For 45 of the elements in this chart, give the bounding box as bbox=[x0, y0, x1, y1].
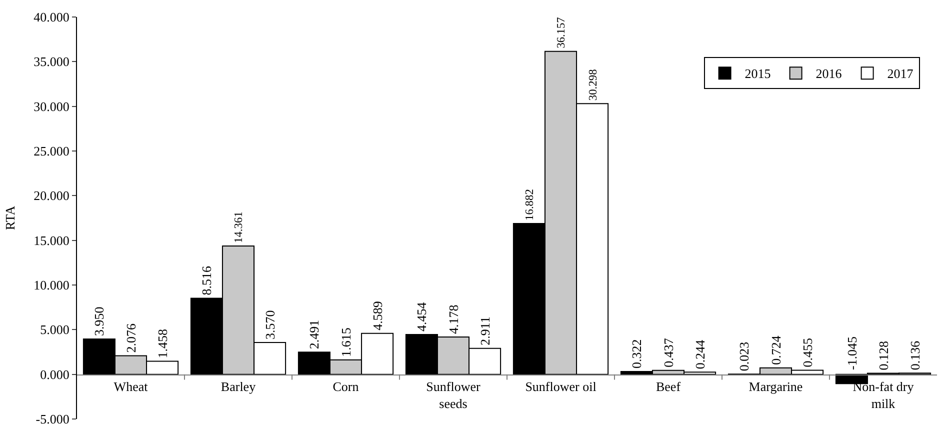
data-label: 0.023 bbox=[736, 342, 752, 372]
y-axis-title: RTA bbox=[2, 205, 18, 230]
y-tick-label: -5.000 bbox=[36, 412, 70, 427]
data-label: 4.454 bbox=[414, 302, 430, 332]
legend-label: 2017 bbox=[887, 66, 914, 82]
x-tick-label: Sunflower seeds bbox=[426, 378, 481, 411]
data-label: 0.455 bbox=[800, 338, 815, 368]
data-label: 0.244 bbox=[692, 339, 708, 370]
legend-label: 2016 bbox=[816, 66, 842, 82]
data-label: 4.589 bbox=[370, 301, 385, 330]
y-tick-label: 25.000 bbox=[34, 144, 70, 159]
x-tick-label: Sunflower oil bbox=[525, 378, 597, 394]
legend-label: 2015 bbox=[744, 66, 771, 82]
x-tick-label: Wheat bbox=[114, 378, 148, 394]
x-tick-label: Barley bbox=[220, 378, 256, 394]
y-tick-label: 30.000 bbox=[34, 98, 70, 114]
data-label: -1.045 bbox=[844, 336, 860, 370]
data-label: 2.491 bbox=[306, 320, 322, 350]
data-label: 1.458 bbox=[154, 329, 170, 358]
data-label: 8.516 bbox=[199, 266, 214, 296]
y-tick-label: 40.000 bbox=[34, 10, 70, 25]
y-tick-label: 15.000 bbox=[34, 232, 70, 248]
data-label: 3.570 bbox=[262, 310, 278, 340]
data-label: 3.950 bbox=[92, 306, 107, 336]
y-tick-label: 5.000 bbox=[40, 322, 70, 338]
y-tick-label: 0.000 bbox=[40, 366, 70, 382]
data-label: 1.615 bbox=[338, 328, 354, 357]
x-tick-label: Margarine bbox=[748, 378, 803, 394]
data-label: 0.322 bbox=[629, 339, 644, 368]
data-label: 0.136 bbox=[907, 340, 922, 370]
y-tick-label: 20.000 bbox=[34, 188, 70, 204]
data-label: 16.882 bbox=[524, 188, 536, 221]
data-label: 14.361 bbox=[233, 211, 246, 244]
y-tick-label: 35.000 bbox=[34, 54, 70, 70]
data-label: 2.076 bbox=[123, 323, 138, 353]
x-tick-label: Beef bbox=[656, 378, 682, 394]
data-label: 36.157 bbox=[556, 16, 568, 48]
x-tick-label: Corn bbox=[332, 378, 360, 394]
y-tick-label: 10.000 bbox=[34, 278, 70, 293]
data-label: 0.128 bbox=[876, 340, 891, 370]
data-label: 4.178 bbox=[446, 304, 461, 334]
data-label: 0.437 bbox=[660, 338, 676, 368]
data-label: 2.911 bbox=[477, 316, 492, 346]
data-label: 30.298 bbox=[587, 68, 600, 101]
data-label: 0.724 bbox=[768, 335, 784, 365]
